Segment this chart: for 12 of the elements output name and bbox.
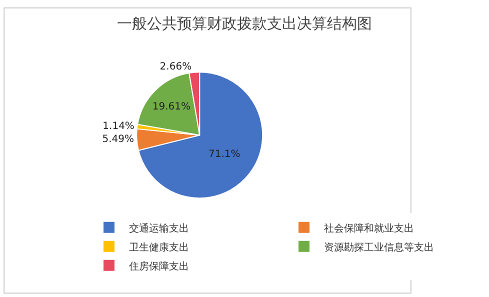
legend-label: 住房保障支出 bbox=[129, 260, 189, 272]
chart-title: 一般公共预算财政拨款支出决算结构图 bbox=[117, 14, 372, 32]
legend-label: 社会保障和就业支出 bbox=[324, 222, 414, 234]
data-label: 5.49% bbox=[102, 134, 134, 146]
legend-label: 资源勘探工业信息等支出 bbox=[324, 241, 434, 254]
data-label: 71.1% bbox=[208, 148, 240, 160]
data-label: 19.61% bbox=[152, 101, 191, 112]
data-label: 1.14% bbox=[102, 120, 134, 132]
legend-label: 卫生健康支出 bbox=[129, 241, 189, 254]
pie-slice bbox=[138, 72, 264, 199]
legend-label: 交通运输支出 bbox=[129, 222, 189, 234]
data-label: 2.66% bbox=[160, 61, 192, 72]
